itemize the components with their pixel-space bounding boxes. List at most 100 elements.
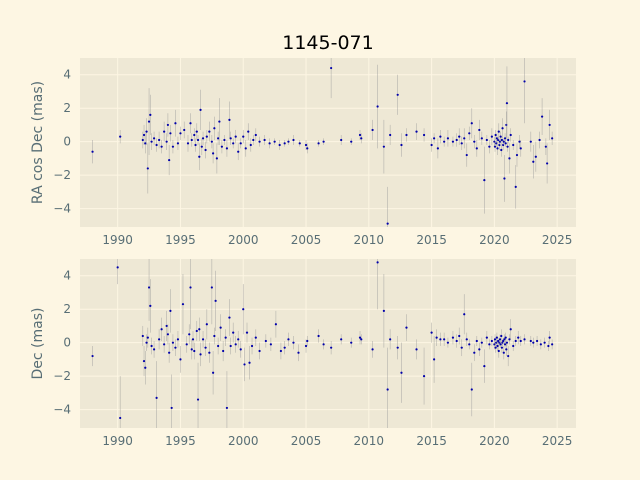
data-point (455, 138, 458, 142)
x-tick-label: 2005 (291, 434, 322, 448)
data-point (330, 66, 333, 70)
data-point (503, 137, 507, 140)
data-point (193, 133, 196, 137)
data-point (174, 122, 177, 125)
data-point (160, 328, 163, 331)
data-point (488, 145, 491, 148)
y-tick-label: −2 (53, 168, 71, 182)
data-point (268, 142, 271, 145)
data-layer (91, 259, 554, 428)
data-point (470, 122, 473, 125)
data-point (169, 132, 172, 135)
data-point (512, 344, 515, 348)
data-point (340, 338, 343, 341)
data-point (376, 105, 379, 108)
data-point (213, 127, 216, 130)
data-point (551, 137, 554, 140)
data-point (371, 128, 374, 132)
x-tick-label: 2000 (228, 434, 259, 448)
data-point (400, 143, 403, 147)
data-point (254, 133, 257, 137)
data-point (460, 346, 463, 349)
data-point (234, 343, 237, 346)
x-tick-label: 2020 (479, 233, 510, 247)
data-point (144, 142, 147, 145)
data-point (119, 135, 122, 138)
data-point (189, 286, 192, 289)
data-point (503, 343, 507, 346)
data-point (389, 338, 392, 341)
data-point (514, 339, 517, 343)
data-point (239, 142, 242, 145)
data-point (499, 343, 502, 346)
x-tick-label: 1995 (165, 434, 196, 448)
data-point (141, 138, 144, 142)
data-point (514, 185, 517, 188)
data-point (500, 334, 503, 338)
data-point (163, 343, 166, 346)
data-point (147, 286, 151, 289)
data-point (150, 140, 153, 143)
data-point (142, 133, 146, 137)
y-tick-label: 0 (63, 135, 71, 149)
data-point (169, 309, 172, 312)
data-point (493, 338, 497, 341)
data-point (400, 371, 403, 374)
data-point (204, 346, 207, 349)
data-point (503, 177, 506, 180)
data-point (502, 140, 505, 143)
data-point (292, 341, 295, 344)
data-point (199, 108, 202, 111)
data-point (232, 331, 235, 334)
plot-area (80, 58, 576, 227)
data-point (215, 157, 218, 160)
chart-title: 1145-071 (282, 32, 373, 54)
data-point (376, 261, 379, 264)
data-point (224, 336, 227, 339)
data-point (147, 120, 151, 123)
data-point (475, 339, 478, 343)
data-point (548, 336, 551, 339)
data-point (485, 336, 488, 339)
y-tick-label: −4 (53, 202, 71, 216)
data-point (507, 138, 510, 142)
data-point (195, 130, 198, 133)
data-point (165, 324, 168, 328)
data-point (225, 147, 229, 150)
data-point (504, 142, 507, 145)
data-point (468, 343, 471, 346)
data-point (186, 142, 190, 145)
data-point (185, 343, 188, 346)
data-point (330, 346, 333, 349)
data-point (222, 349, 225, 353)
data-point (433, 137, 436, 140)
data-point (191, 338, 195, 341)
data-point (547, 344, 550, 348)
data-point (508, 157, 511, 160)
data-point (473, 351, 476, 354)
data-point (252, 138, 255, 142)
data-point (405, 326, 408, 329)
data-point (304, 143, 308, 147)
data-point (212, 152, 215, 155)
x-tick-label: 2025 (542, 434, 573, 448)
data-point (529, 140, 532, 143)
data-point (244, 147, 247, 150)
data-point (506, 145, 509, 148)
data-point (141, 334, 144, 338)
x-tick-label: 1995 (165, 233, 196, 247)
data-point (497, 130, 500, 133)
data-point (504, 336, 507, 339)
data-point (287, 338, 290, 341)
data-point (463, 137, 466, 140)
data-point (458, 135, 461, 138)
x-tick-label: 2000 (228, 233, 259, 247)
data-point (548, 123, 551, 127)
data-point (208, 130, 211, 133)
data-point (195, 329, 198, 333)
data-point (171, 341, 175, 344)
data-point (396, 93, 399, 96)
data-point (485, 138, 488, 142)
y-tick-label: 4 (63, 68, 71, 82)
data-point (166, 333, 169, 336)
